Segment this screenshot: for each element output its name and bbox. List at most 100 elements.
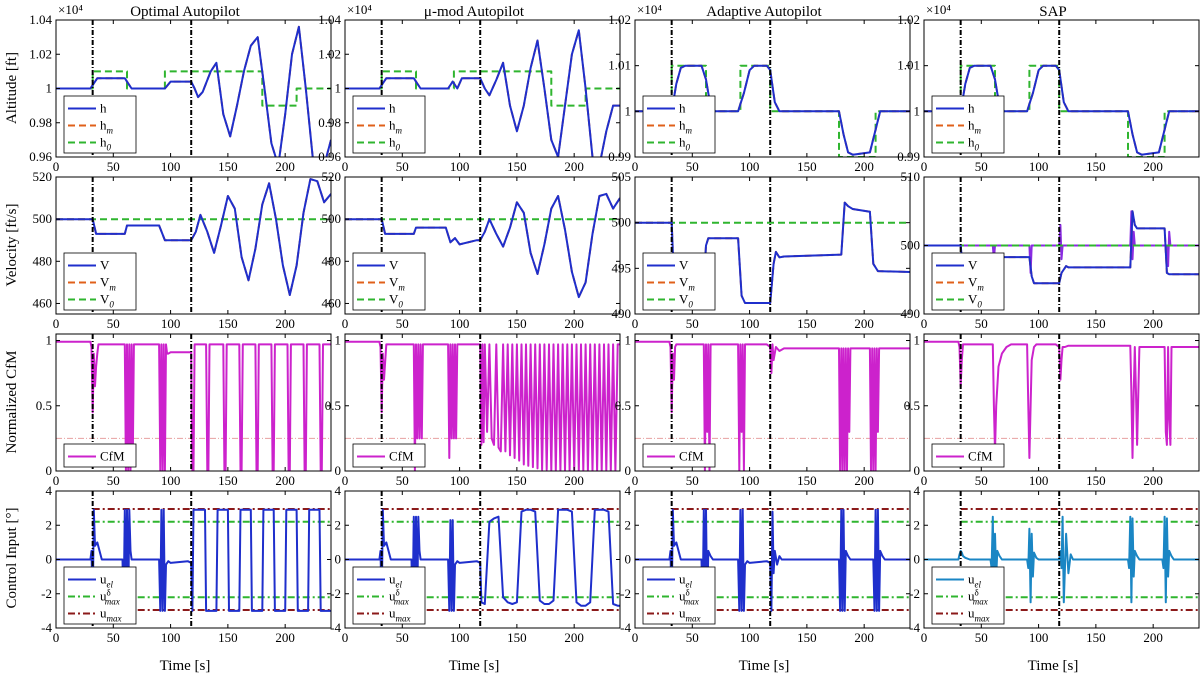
y-tick-label: 4	[335, 483, 342, 498]
y-tick-label: 520	[322, 169, 342, 184]
x-tick-label: 50	[686, 473, 699, 488]
series-h	[924, 64, 1199, 156]
ylabel-altitude: Altitude [ft]	[4, 52, 20, 124]
x-tick-label: 150	[507, 159, 527, 174]
x-tick-label: 50	[396, 473, 409, 488]
x-tick-label: 100	[450, 630, 470, 645]
y-tick-label: 2	[46, 517, 53, 532]
x-tick-label: 200	[275, 316, 295, 331]
x-tick-label: 100	[161, 630, 181, 645]
x-tick-label: 50	[396, 316, 409, 331]
y-tick-label: -2	[620, 586, 631, 601]
column-titles: Optimal Autopilot μ-mod Autopilot Adapti…	[130, 4, 1067, 20]
legend-label: h0	[679, 135, 691, 153]
series-h	[635, 64, 910, 156]
y-tick-label: 0.98	[29, 115, 52, 130]
y-tick-label: 1.02	[608, 12, 631, 27]
x-tick-label: 0	[53, 316, 60, 331]
x-tick-label: 50	[686, 630, 699, 645]
x-tick-label: 100	[1029, 473, 1049, 488]
column-title-optimal: Optimal Autopilot	[130, 4, 240, 20]
axis-exponent-label: ×10⁴	[926, 2, 951, 17]
xlabel-adaptive: Time [s]	[739, 658, 790, 674]
y-tick-label: 480	[322, 253, 342, 268]
y-tick-label: 490	[901, 306, 921, 321]
plot-content	[345, 20, 620, 157]
x-tick-label: 0	[632, 159, 639, 174]
legend-box	[642, 252, 716, 311]
y-tick-label: 1.04	[318, 12, 341, 27]
x-tick-label: 50	[975, 159, 988, 174]
series-u-el	[345, 508, 620, 612]
y-tick-label: 520	[33, 169, 53, 184]
legend-label: h0	[100, 135, 112, 153]
x-tick-label: 200	[1143, 316, 1163, 331]
x-tick-label: 50	[396, 630, 409, 645]
legend-label: h0	[968, 135, 980, 153]
x-tick-label: 200	[564, 159, 584, 174]
x-tick-label: 200	[1143, 159, 1163, 174]
legend-box	[352, 252, 426, 311]
legend-box	[931, 252, 1005, 311]
y-tick-label: 495	[612, 260, 632, 275]
x-tick-label: 100	[450, 159, 470, 174]
x-tick-label: 100	[450, 316, 470, 331]
y-tick-label: 4	[914, 483, 921, 498]
x-tick-label: 150	[1086, 159, 1106, 174]
x-tick-label: 200	[564, 473, 584, 488]
axes-frame	[634, 333, 911, 472]
legend-box	[63, 252, 137, 311]
x-tick-label: 0	[632, 316, 639, 331]
x-tick-label: 150	[507, 316, 527, 331]
y-tick-label: 510	[901, 169, 921, 184]
y-tick-label: -2	[41, 586, 52, 601]
panel-cfm-optimal: 0 50 100 150 200 0 0.5 1 CfM	[36, 333, 332, 488]
y-tick-label: 500	[33, 211, 53, 226]
series-h	[56, 25, 331, 157]
x-tick-label: 100	[1029, 630, 1049, 645]
x-tick-label: 100	[740, 159, 760, 174]
legend-box	[642, 566, 716, 625]
axes-frame	[634, 176, 911, 315]
column-title-sap: SAP	[1039, 4, 1067, 20]
y-tick-label: 490	[612, 306, 632, 321]
y-tick-label: -2	[330, 586, 341, 601]
y-tick-label: 1.04	[29, 12, 52, 27]
x-tick-label: 150	[507, 630, 527, 645]
ylabel-cfm: Normalized CfM	[4, 351, 20, 454]
axes-frame	[55, 333, 332, 472]
column-title-mumod: μ-mod Autopilot	[424, 4, 525, 20]
x-tick-label: 100	[740, 316, 760, 331]
x-tick-label: 200	[1143, 473, 1163, 488]
legend-box	[63, 95, 137, 154]
x-tick-label: 0	[921, 316, 928, 331]
legend-label: h	[968, 101, 975, 116]
y-tick-label: 0	[914, 552, 921, 567]
legend-box	[352, 443, 426, 468]
legend-box	[352, 95, 426, 154]
y-tick-label: 1	[914, 103, 921, 118]
x-tick-label: 50	[686, 316, 699, 331]
y-tick-label: 500	[322, 211, 342, 226]
legend-label: CfM	[968, 449, 993, 464]
x-tick-label: 150	[507, 473, 527, 488]
y-tick-label: 505	[612, 169, 632, 184]
legend-label: V	[389, 258, 399, 273]
x-tick-label: 150	[218, 630, 238, 645]
y-tick-label: -4	[41, 620, 52, 635]
panel-cfm-adaptive: 0 50 100 150 200 0 0.5 1 CfM	[615, 333, 911, 488]
legend-label: CfM	[389, 449, 414, 464]
x-tick-label: 200	[854, 473, 874, 488]
row-ylabels: Altitude [ft] Velocity [ft/s] Normalized…	[4, 52, 20, 609]
x-tick-label: 200	[275, 159, 295, 174]
x-tick-label: 100	[161, 473, 181, 488]
legend-box	[63, 566, 137, 625]
